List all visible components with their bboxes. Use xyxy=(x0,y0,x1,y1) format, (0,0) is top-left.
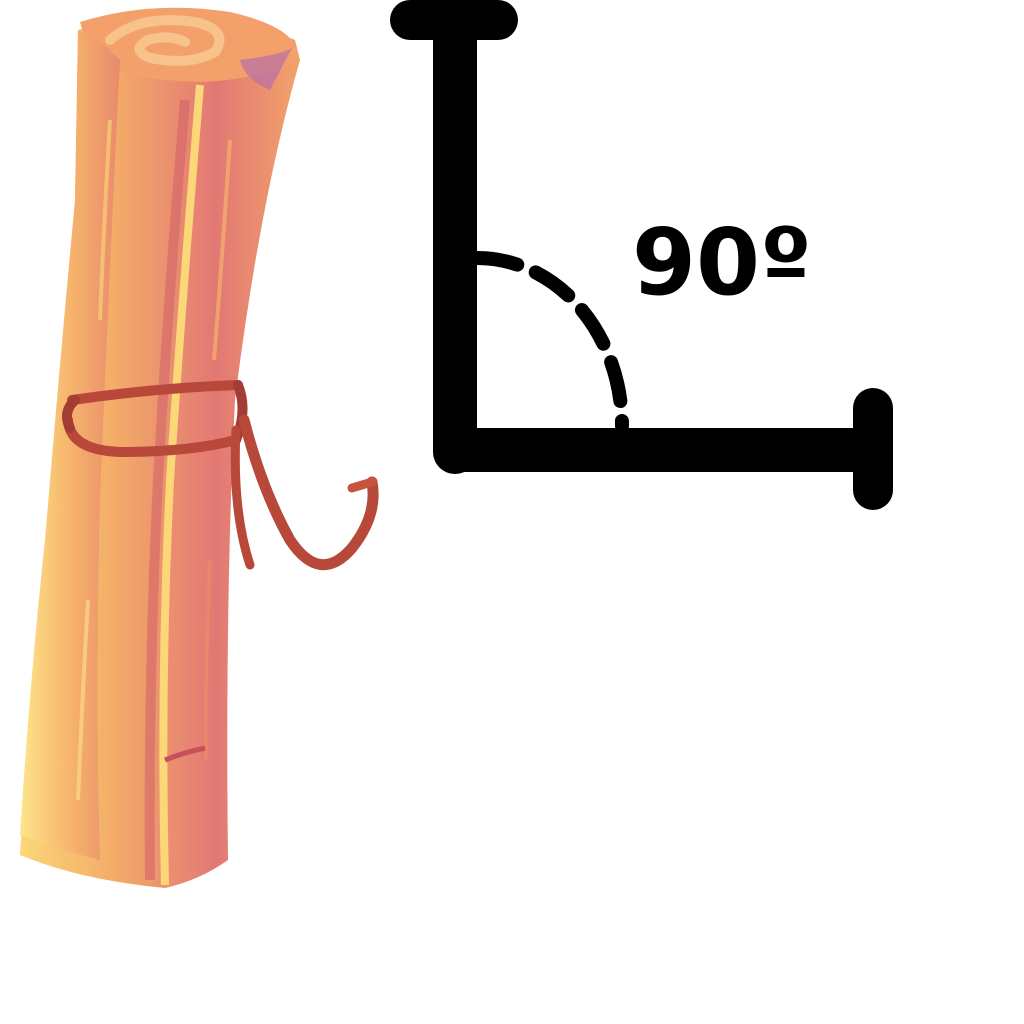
angle-label: 90º xyxy=(632,209,812,316)
scroll-icon xyxy=(20,7,379,888)
scroll-front-flap xyxy=(20,30,120,860)
angle-arc xyxy=(471,251,629,433)
scroll-curl-spiral xyxy=(105,15,225,66)
right-angle-icon: 90º xyxy=(390,0,893,510)
twine-icon xyxy=(61,380,379,570)
scroll-inner-seam xyxy=(159,84,204,886)
